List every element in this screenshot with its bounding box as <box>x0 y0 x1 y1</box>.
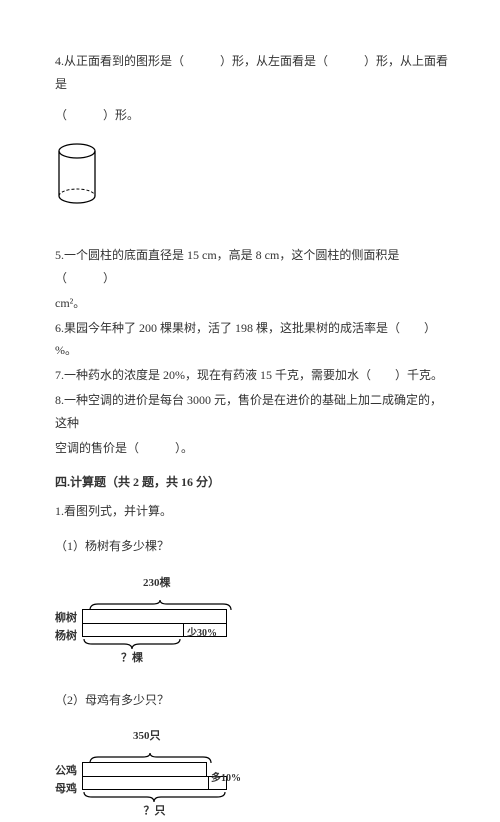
diag2-label2: 母鸡 <box>55 780 77 798</box>
diag1-label1: 柳树 <box>55 609 77 627</box>
diag1-annot: 少30% <box>187 624 217 643</box>
cylinder-figure <box>55 141 450 219</box>
diag1-row-labels: 柳树 杨树 <box>55 609 77 645</box>
diag1-divider <box>183 624 184 636</box>
diag2-bar-bot: 多10% <box>82 776 227 790</box>
q4-l2b: ）形。 <box>103 108 139 122</box>
diag1-label2: 杨树 <box>55 627 77 645</box>
question-4: 4.从正面看到的图形是（ ）形，从左面看是（ ）形，从上面看是 <box>55 50 450 96</box>
diag2-row-labels: 公鸡 母鸡 <box>55 762 77 798</box>
brace-top-2 <box>88 749 213 761</box>
diag1-top-label: 230棵 <box>143 573 450 594</box>
question-5-line2: cm²。 <box>55 292 450 315</box>
sub-question-2: （2）母鸡有多少只？ <box>55 689 450 712</box>
diag2-divider <box>208 777 209 789</box>
section-4-title: 四.计算题（共 2 题，共 16 分） <box>55 471 450 494</box>
question-6: 6.果园今年种了 200 棵果树，活了 198 棵，这批果树的成活率是（ ）%。 <box>55 317 450 363</box>
cylinder-icon <box>55 141 100 211</box>
question-7: 7.一种药水的浓度是 20%，现在有药液 15 千克，需要加水（ ）千克。 <box>55 364 450 387</box>
diag2-annot: 多10% <box>211 769 241 788</box>
q4-text-2: ）形，从左面看是（ <box>220 54 328 68</box>
blank <box>187 50 217 73</box>
blank <box>70 104 100 127</box>
question-4-line2: （ ）形。 <box>55 104 450 127</box>
sub-question-1: （1）杨树有多少棵？ <box>55 535 450 558</box>
question-1-title: 1.看图列式，并计算。 <box>55 500 450 523</box>
diag1-bar-top <box>82 609 227 623</box>
diag1-bar-bot: 少30% <box>82 623 227 637</box>
diagram-1: 230棵 柳树 杨树 少30% ？棵 <box>55 573 450 669</box>
q4-l2a: （ <box>55 108 67 122</box>
question-8-line2: 空调的售价是（ ）。 <box>55 437 450 460</box>
brace-bottom-2 <box>82 791 227 803</box>
diag2-label1: 公鸡 <box>55 762 77 780</box>
brace-top <box>88 596 233 608</box>
blank <box>331 50 361 73</box>
diag2-bottom: ？只 <box>82 801 227 822</box>
diagram-2: 350只 公鸡 母鸡 多10% ？只 <box>55 726 450 822</box>
brace-bottom <box>82 638 182 650</box>
diag2-top-label: 350只 <box>133 726 450 747</box>
diag1-bottom: ？棵 <box>82 648 182 669</box>
question-5-line1: 5.一个圆柱的底面直径是 15 cm，高是 8 cm，这个圆柱的侧面积是（ ） <box>55 244 450 290</box>
q4-text-1: 4.从正面看到的图形是（ <box>55 54 184 68</box>
diag2-bar-top <box>82 762 207 776</box>
question-8-line1: 8.一种空调的进价是每台 3000 元，售价是在进价的基础上加二成确定的，这种 <box>55 389 450 435</box>
